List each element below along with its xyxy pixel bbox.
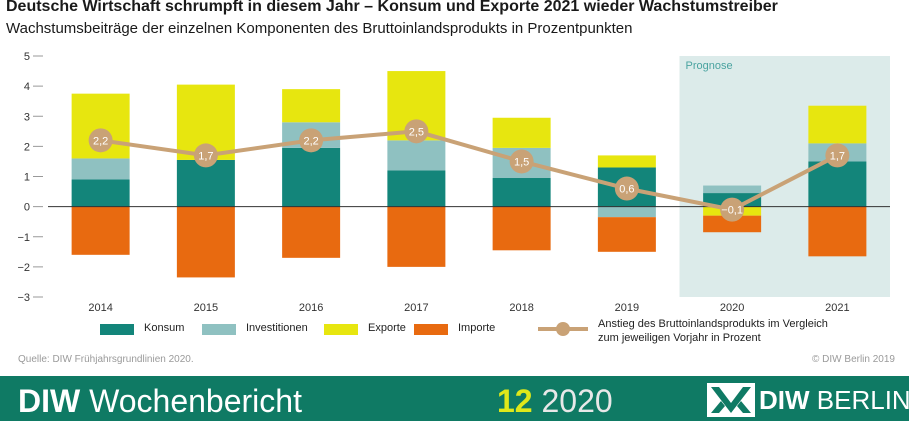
gdp-data-label: 0,6 [619,184,634,196]
bar-exporte-2019 [597,155,656,168]
legend-label-bip: Anstieg des Bruttoinlandsprodukts im Ver… [598,317,828,345]
bar-chart: Prognose 5 4 3 2 1 0 −1 −2 −3 2014 2015 2016 2017 2018… [17,51,890,314]
issue-label: 12 2020 [497,385,613,417]
y-tick-label: 0 [24,202,30,214]
gdp-data-label: 2,5 [409,126,424,138]
bar-importe-2021 [808,206,867,257]
gdp-point-2021 [825,143,850,168]
publication-name-bold: DIW [18,383,81,419]
gdp-point-2018 [509,149,534,174]
y-tick-label: −2 [17,262,30,274]
publication-name: DIW Wochenbericht [18,385,302,417]
bar-importe-2015 [176,206,235,278]
logo-text: DIW BERLIN [759,387,909,413]
gdp-point-2016 [299,128,324,153]
gdp-data-label: 1,5 [514,156,529,168]
bar-importe-2020 [703,215,762,233]
gdp-point-2019 [614,176,639,201]
gdp-point-2014 [88,128,113,153]
footer-banner: DIW Wochenbericht 12 2020 DIW BERLIN [0,376,909,421]
bar-importe-2016 [282,206,341,258]
x-tick-label: 2015 [194,302,218,314]
y-tick-label: 1 [24,172,30,184]
gdp-data-label: −0,1 [721,205,743,217]
y-tick-label: −1 [17,232,30,244]
bar-exporte-2016 [282,89,341,123]
y-tick-label: 5 [24,51,30,63]
legend-swatch-investitionen [202,324,236,335]
legend-swatch-konsum [100,324,134,335]
bar-exporte-2021 [808,105,867,144]
gdp-data-label: 2,2 [93,135,108,147]
bar-importe-2017 [387,206,446,267]
bar-importe-2014 [71,206,130,255]
bar-investitionen-2017 [387,140,446,171]
bar-konsum-2015 [176,159,235,207]
diw-logo-icon [707,383,755,417]
bar-exporte-2018 [492,117,551,148]
chart-title: Deutsche Wirtschaft schrumpft in diesem … [6,0,778,15]
publication-name-rest: Wochenbericht [80,383,302,419]
bar-konsum-2017 [387,170,446,207]
gdp-data-label: 1,7 [830,150,845,162]
legend-label-investitionen: Investitionen [246,322,308,334]
y-tick-label: 4 [24,81,30,93]
bar-konsum-2021 [808,161,867,207]
bar-konsum-2018 [492,178,551,207]
x-tick-label: 2018 [509,302,533,314]
legend-label-importe: Importe [458,322,496,334]
gdp-point-2020 [720,197,745,222]
chart-subtitle: Wachstumsbeiträge der einzelnen Komponen… [6,20,633,37]
x-tick-label: 2019 [615,302,639,314]
bar-investitionen-2019 [597,206,656,218]
issue-year: 2020 [541,383,613,419]
legend-label-konsum: Konsum [144,322,185,334]
legend-swatch-exporte [324,324,358,335]
legend-label-bip-line2: zum jeweiligen Vorjahr in Prozent [598,332,761,344]
legend-label-bip-line1: Anstieg des Bruttoinlandsprodukts im Ver… [598,318,828,330]
legend-swatch-bip [538,322,588,336]
bar-konsum-2014 [71,179,130,207]
x-tick-label: 2020 [720,302,744,314]
gdp-data-label: 1,7 [198,150,213,162]
y-tick-label: 3 [24,111,30,123]
x-tick-label: 2017 [404,302,428,314]
x-tick-label: 2016 [299,302,323,314]
x-tick-label: 2021 [825,302,849,314]
y-tick-label: 2 [24,141,30,153]
legend-swatch-importe [414,324,448,335]
forecast-label: Prognose [686,60,733,72]
legend-label-exporte: Exporte [368,322,406,334]
logo-text-rest: BERLIN [809,385,909,415]
bar-importe-2018 [492,206,551,251]
bar-investitionen-2020 [703,185,762,194]
bar-investitionen-2014 [71,158,130,180]
y-tick-label: −3 [17,292,30,304]
source-note: Quelle: DIW Frühjahrsgrundlinien 2020. [18,354,194,365]
copyright-note: © DIW Berlin 2019 [812,354,895,365]
bar-konsum-2016 [282,147,341,207]
issue-number: 12 [497,383,533,419]
logo-text-bold: DIW [759,385,810,415]
gdp-growth-line [100,129,839,212]
gdp-point-2017 [404,119,429,144]
bar-importe-2019 [597,217,656,252]
x-tick-label: 2014 [88,302,112,314]
gdp-point-2015 [193,143,218,168]
gdp-data-label: 2,2 [303,135,318,147]
